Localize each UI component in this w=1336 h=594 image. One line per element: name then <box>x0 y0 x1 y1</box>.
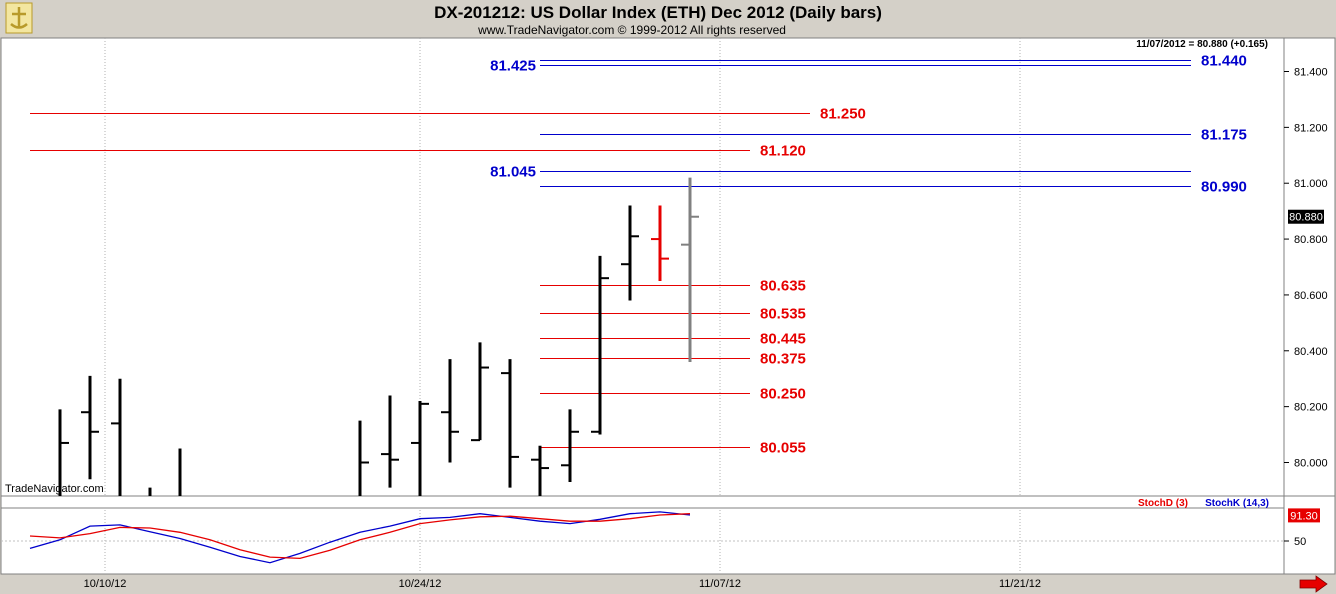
stoch-tick-label: 50 <box>1294 536 1306 548</box>
price-tick-label: 80.800 <box>1294 234 1328 246</box>
price-tick-label: 80.400 <box>1294 346 1328 358</box>
last-price-badge <box>1288 209 1324 224</box>
price-axis: 80.000 80.200 80.400 80.600 80.800 81.000 81.2… <box>1284 67 1328 469</box>
price-panel <box>0 37 1285 497</box>
date-tick-label: 11/07/12 <box>699 578 741 590</box>
chart-title: DX-201212: US Dollar Index (ETH) Dec 201… <box>434 3 882 22</box>
price-tick-label: 80.000 <box>1294 457 1328 469</box>
level-label: 81.175 <box>1201 127 1247 144</box>
level-label: 80.445 <box>760 331 806 348</box>
level-label: 81.250 <box>820 106 866 123</box>
price-tick-label: 81.200 <box>1294 122 1328 134</box>
watermark-text: TradeNavigator.com <box>5 483 104 495</box>
level-label: 81.120 <box>760 143 806 160</box>
stoch-legend-strip <box>0 495 1285 509</box>
stoch-last-label: 91.30 <box>1290 510 1318 522</box>
date-axis: 10/10/12 10/24/12 11/07/12 11/21/12 <box>84 578 1041 590</box>
level-label: 80.375 <box>760 351 806 368</box>
level-label: 80.055 <box>760 440 806 457</box>
level-label: 80.635 <box>760 278 806 295</box>
level-label: 81.440 <box>1201 53 1247 70</box>
legend-stochd: StochD (3) <box>1138 498 1188 509</box>
price-tick-label: 80.200 <box>1294 402 1328 414</box>
trade-navigator-logo <box>5 2 33 34</box>
stoch-axis-panel <box>1283 495 1336 575</box>
price-tick-label: 81.400 <box>1294 67 1328 79</box>
last-quote-readout: 11/07/2012 = 80.880 (+0.165) <box>1136 39 1268 50</box>
scroll-right-arrow-icon[interactable] <box>1296 575 1328 593</box>
price-bars <box>58 177 699 496</box>
level-label: 80.535 <box>760 306 806 323</box>
price-axis-panel <box>1283 37 1336 497</box>
level-label: 81.045 <box>490 164 536 181</box>
copyright-text: www.TradeNavigator.com © 1999-2012 All r… <box>477 23 786 37</box>
price-tick-label: 80.600 <box>1294 290 1328 302</box>
date-tick-label: 11/21/12 <box>999 578 1041 590</box>
stoch-series-line <box>29 513 691 560</box>
stochastic-indicator: 50 91.30 <box>1 508 1320 564</box>
last-price-label: 80.880 <box>1289 212 1323 224</box>
level-label: 81.425 <box>490 58 536 75</box>
price-levels: 81.440 81.425 81.250 81.175 81.120 81.045 80.9… <box>30 53 1247 457</box>
price-tick-label: 81.000 <box>1294 178 1328 190</box>
stoch-last-badge <box>1288 508 1320 523</box>
date-tick-label: 10/10/12 <box>84 578 127 590</box>
date-tick-label: 10/24/12 <box>399 578 442 590</box>
level-label: 80.990 <box>1201 179 1247 196</box>
level-label: 80.250 <box>760 386 806 403</box>
legend-stochk: StochK (14,3) <box>1205 498 1269 509</box>
stoch-series-line <box>29 511 691 564</box>
